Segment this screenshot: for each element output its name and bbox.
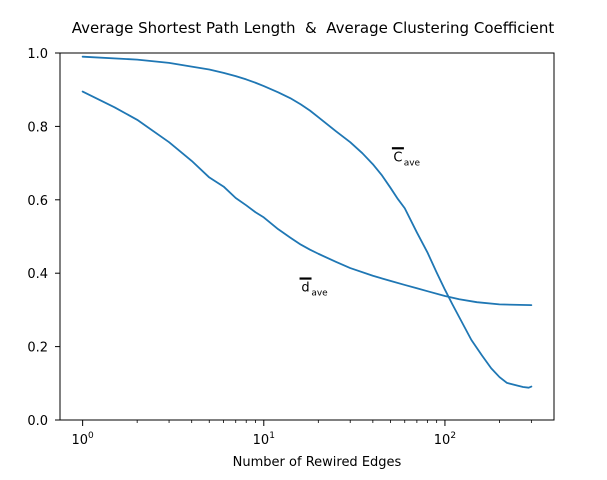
annotation-d-ave: d: [301, 281, 309, 296]
plot-frame: [59, 52, 555, 421]
annotation-d-ave-subscript: ave: [311, 289, 328, 299]
chart-title: Average Shortest Path Length & Average C…: [72, 19, 555, 37]
annotation-c-ave: C: [393, 150, 402, 165]
series-d-ave-line: [81, 90, 533, 307]
y-tick-label: 0.4: [27, 267, 48, 282]
y-tick-label: 0.6: [27, 194, 48, 209]
annotation-c-ave-subscript: ave: [404, 158, 421, 168]
x-tick-label: 102: [434, 431, 456, 448]
y-tick-label: 0.8: [27, 120, 48, 135]
x-axis-label: Number of Rewired Edges: [233, 455, 402, 470]
y-tick-label: 0.0: [27, 414, 48, 429]
y-tick-label: 0.2: [27, 341, 48, 356]
x-tick-label: 101: [253, 431, 275, 448]
series-c-ave-line: [81, 55, 533, 389]
y-tick-label: 1.0: [27, 47, 48, 62]
x-tick-label: 100: [71, 431, 94, 448]
